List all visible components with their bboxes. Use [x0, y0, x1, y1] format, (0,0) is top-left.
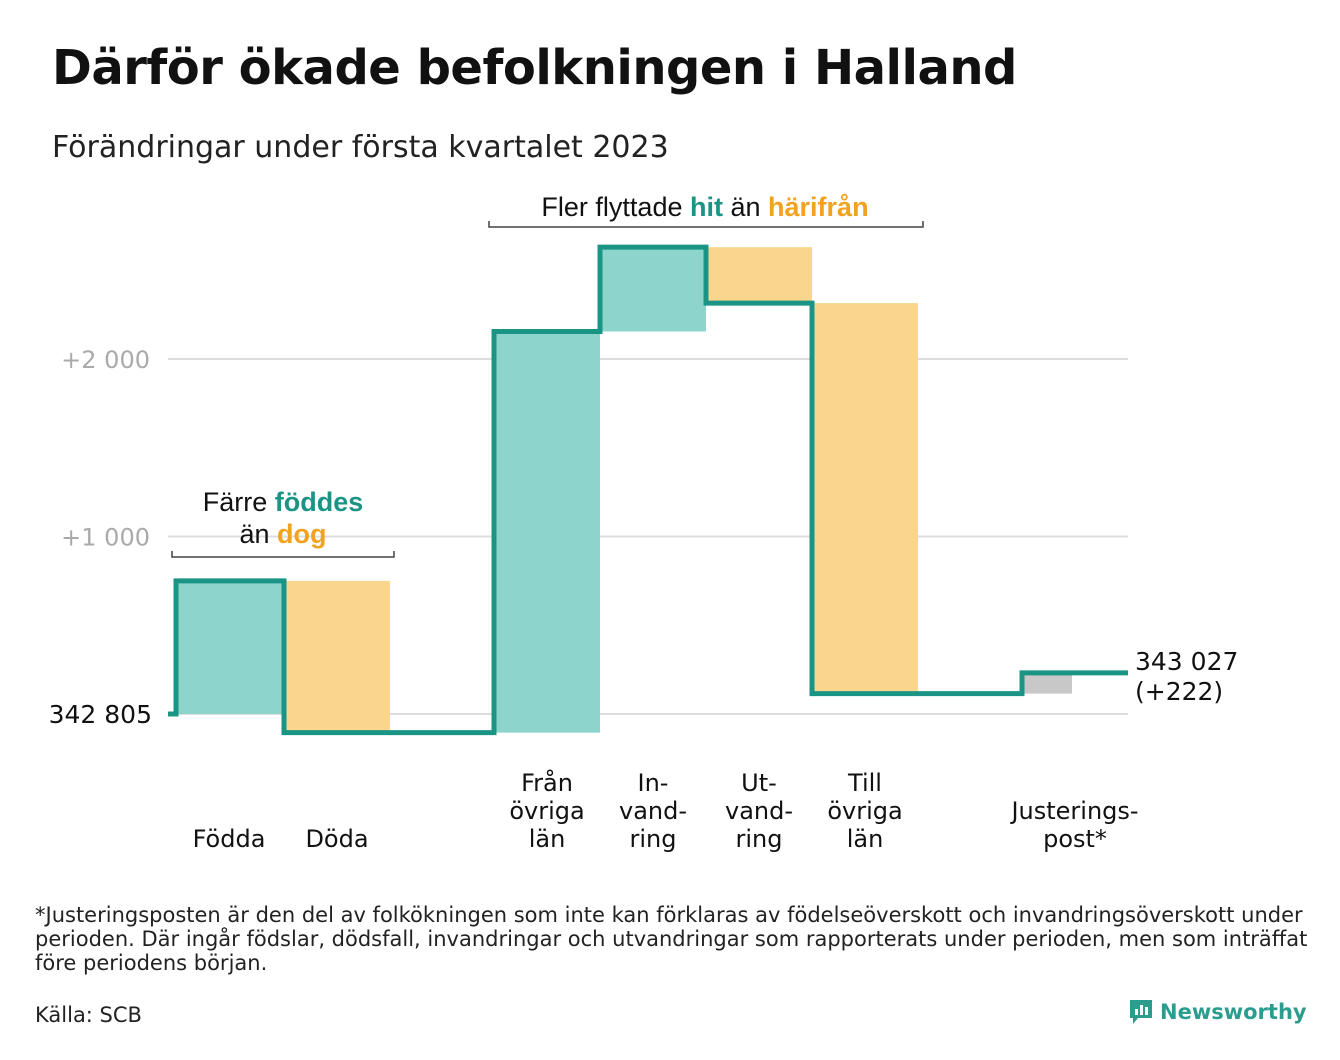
bar	[176, 580, 282, 714]
category-label: vand-	[619, 797, 687, 825]
bar	[1022, 672, 1072, 694]
category-label: vand-	[725, 797, 793, 825]
moves-bracket	[488, 221, 924, 228]
start-value-label: 342 805	[49, 700, 152, 729]
category-label: ring	[630, 825, 677, 853]
category-label: län	[529, 825, 566, 853]
category-label: Döda	[305, 825, 368, 853]
chart-subtitle: Förändringar under första kvartalet 2023	[52, 130, 669, 165]
category-label: län	[847, 825, 884, 853]
category-label: In-	[638, 769, 669, 797]
brand-logo: Newsworthy	[1128, 998, 1307, 1026]
category-label: ring	[736, 825, 783, 853]
births-bracket	[171, 551, 395, 558]
category-label: Till	[847, 769, 882, 797]
category-label: Födda	[193, 825, 266, 853]
category-label: Ut-	[741, 769, 777, 797]
bar	[600, 247, 706, 332]
moves-annotation: Fler flyttade hit än härifrån	[541, 192, 868, 222]
end-value-label: 343 027	[1135, 647, 1238, 676]
bar	[494, 331, 600, 733]
running-total-line	[168, 244, 1128, 736]
births-annotation-line2: än dog	[239, 519, 326, 549]
category-label: övriga	[827, 797, 902, 825]
category-label: post*	[1043, 825, 1107, 853]
footnote: *Justeringsposten är den del av folkökni…	[35, 903, 1308, 975]
y-tick-label: +1 000	[61, 524, 150, 552]
bar	[706, 247, 812, 304]
chart-title: Därför ökade befolkningen i Halland	[52, 40, 1017, 96]
newsworthy-logo-icon	[1130, 1000, 1152, 1024]
end-change-label: (+222)	[1135, 677, 1223, 706]
category-label: Justerings-	[1009, 797, 1138, 825]
category-label: övriga	[509, 797, 584, 825]
births-annotation-line1: Färre föddes	[203, 487, 364, 517]
brand-name: Newsworthy	[1160, 1000, 1307, 1024]
y-tick-label: +2 000	[61, 346, 150, 374]
bar	[284, 580, 390, 733]
waterfall-chart: +1 000 +2 000 342 805 343 027(+222) Födda Död…	[49, 192, 1239, 853]
source-note: Källa: SCB	[35, 1003, 142, 1027]
category-label: Från	[521, 768, 573, 797]
bar	[812, 303, 918, 694]
